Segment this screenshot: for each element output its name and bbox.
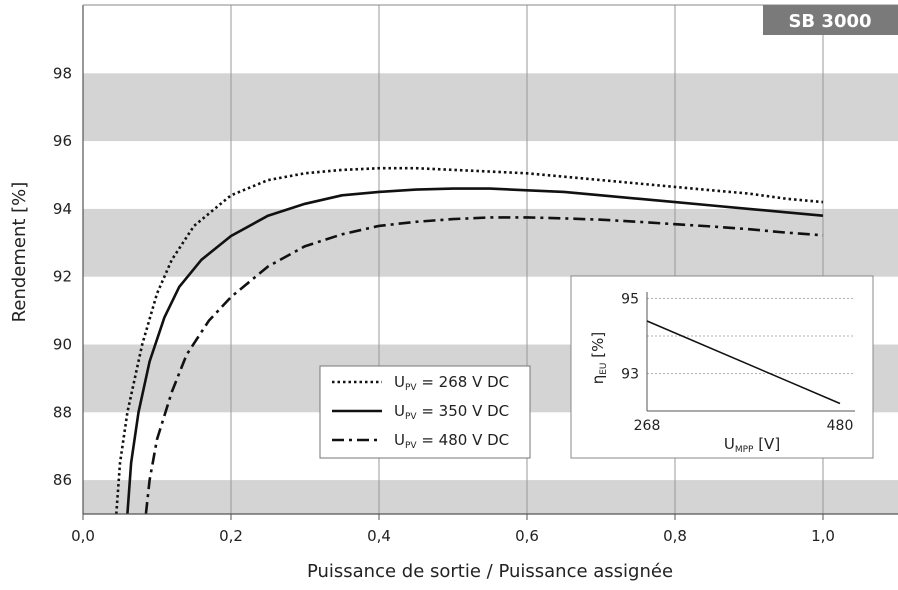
x-tick-label: 0,2 (219, 527, 243, 545)
legend: UPV = 268 V DC UPV = 350 V DC UPV = 480 V … (319, 365, 531, 459)
inset-x-tick-label: 480 (827, 418, 854, 434)
y-tick-label: 92 (53, 268, 72, 286)
y-tick-label: 94 (53, 200, 72, 218)
series-line-1 (115, 166, 824, 515)
series-line-3 (144, 216, 824, 515)
model-badge-text: SB 3000 (788, 11, 871, 32)
inset-series-line (646, 320, 841, 405)
series-lines (115, 166, 824, 515)
legend-label-2: UPV = 350 V DC (394, 402, 509, 422)
band (83, 480, 898, 514)
inset-x-tick-label: 268 (634, 418, 661, 434)
x-axis-label: Puissance de sortie / Puissance assignée (307, 561, 673, 582)
x-tick-label: 0,4 (367, 527, 391, 545)
y-tick-label: 96 (53, 132, 72, 150)
series-line-2 (126, 187, 824, 515)
inset-y-tick-label: 95 (621, 292, 639, 308)
legend-label-1: UPV = 268 V DC (394, 373, 509, 393)
x-tick-label: 1,0 (811, 527, 835, 545)
inset-y-axis-label: ηEU [%] (589, 332, 609, 385)
x-tick-label: 0,6 (515, 527, 539, 545)
y-tick-labels: 86 88 90 92 94 96 98 (53, 64, 72, 489)
x-tick-label: 0,0 (71, 527, 95, 545)
x-tick-label: 0,8 (663, 527, 687, 545)
legend-label-3: UPV = 480 V DC (394, 431, 509, 451)
inset-chart: 93 95 268 480 UMPP [V] ηEU [%] (570, 275, 874, 459)
y-tick-label: 86 (53, 471, 72, 489)
inset-y-tick-label: 93 (621, 367, 639, 383)
y-axis-label: Rendement [%] (9, 182, 30, 323)
y-tick-label: 98 (53, 64, 72, 82)
x-tick-labels: 0,0 0,2 0,4 0,6 0,8 1,0 (71, 514, 835, 545)
model-badge (763, 5, 898, 35)
y-tick-label: 88 (53, 403, 72, 421)
band (83, 73, 898, 142)
inset-box (570, 275, 874, 459)
band (83, 208, 898, 277)
y-tick-label: 90 (53, 336, 72, 354)
inset-x-axis-label: UMPP [V] (724, 435, 780, 455)
